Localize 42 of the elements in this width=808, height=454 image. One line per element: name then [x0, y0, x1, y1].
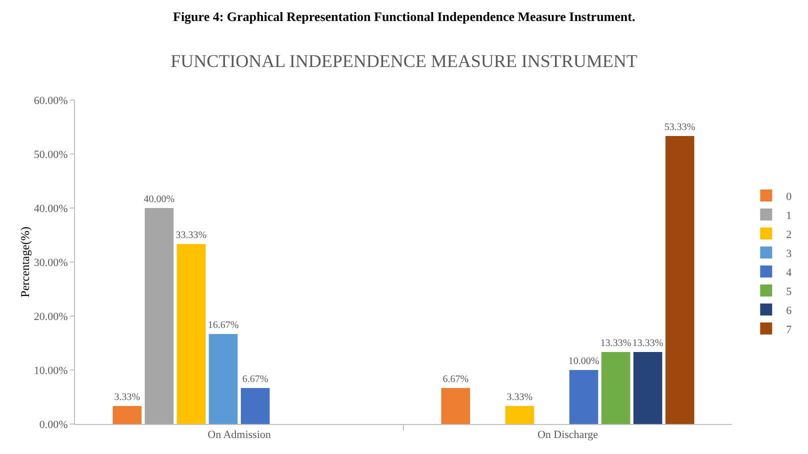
bar: [633, 352, 662, 424]
data-label: 6.67%: [442, 374, 469, 385]
data-label: 3.33%: [506, 392, 533, 404]
legend-label: 0: [786, 190, 792, 203]
data-label: 16.67%: [208, 320, 239, 331]
data-label: 13.33%: [600, 338, 632, 350]
caption: Figure 4: Graphical Representation Functional Independence Measure Instrument.: [173, 9, 636, 24]
legend-label: 2: [786, 228, 792, 241]
data-label: 6.67%: [242, 374, 268, 385]
y-tick-label: 10.00%: [34, 364, 68, 377]
bar: [601, 352, 630, 424]
legend-label: 5: [786, 286, 792, 298]
x-tick-label: On Admission: [208, 429, 272, 442]
y-axis-title: Percentage(%): [18, 226, 32, 298]
data-label: 33.33%: [176, 230, 207, 242]
bar: [208, 334, 238, 424]
bar: [112, 406, 142, 424]
bar: [144, 208, 174, 424]
y-tick-label: 0.00%: [39, 418, 68, 431]
bar: [665, 136, 694, 424]
data-label: 10.00%: [568, 356, 600, 367]
data-label: 13.33%: [632, 338, 664, 350]
y-tick-label: 40.00%: [34, 202, 68, 215]
legend-label: 1: [786, 210, 792, 222]
bar: [505, 406, 534, 424]
x-tick-label: On Discharge: [537, 429, 598, 442]
y-tick-label: 60.00%: [34, 94, 68, 107]
legend-label: 7: [786, 324, 792, 336]
y-tick-label: 20.00%: [34, 310, 68, 323]
data-label: 40.00%: [144, 194, 175, 205]
legend-label: 6: [786, 304, 792, 317]
bar: [569, 370, 598, 424]
y-tick-label: 50.00%: [34, 148, 68, 161]
legend-label: 4: [786, 266, 792, 279]
bar: [240, 388, 270, 424]
legend-label: 3: [786, 248, 792, 260]
chart-title: FUNCTIONAL INDEPENDENCE MEASURE INSTRUMENT: [170, 51, 638, 72]
bar: [441, 388, 470, 424]
data-label: 3.33%: [114, 392, 140, 404]
data-label: 53.33%: [664, 122, 696, 134]
bar: [176, 244, 206, 424]
y-tick-label: 30.00%: [34, 256, 68, 269]
